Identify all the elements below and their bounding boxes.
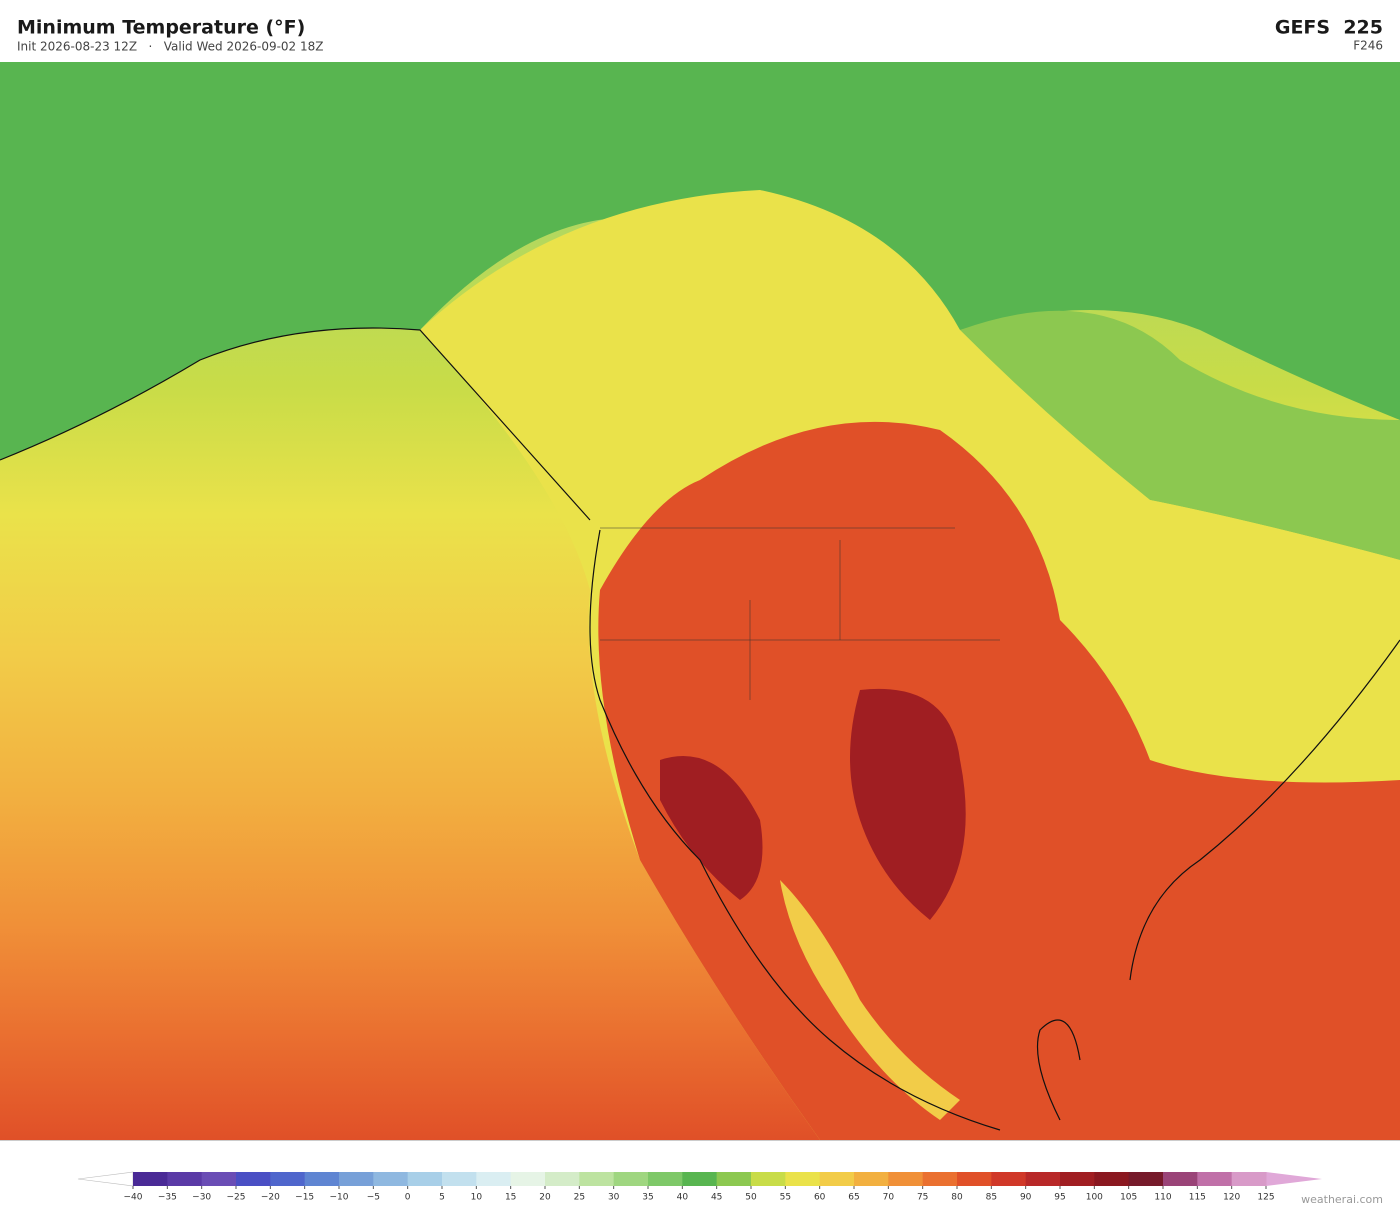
colorbar-swatch [339,1172,374,1186]
colorbar-tick-label: 85 [986,1193,997,1203]
colorbar-swatch [1094,1172,1130,1186]
colorbar-swatch [270,1172,306,1186]
colorbar-swatch [407,1172,443,1186]
colorbar-swatch [1060,1172,1095,1186]
colorbar-swatch [1197,1172,1233,1186]
coastlines [0,327,1400,1131]
colorbar-tick-label: 50 [745,1193,757,1203]
colorbar-swatch [167,1172,203,1186]
model-label: GEFS 225 [1275,17,1383,39]
colorbar-tick-label: 105 [1120,1193,1137,1203]
colorbar-tick-label: 5 [439,1193,445,1203]
colorbar-under [77,1171,134,1187]
colorbar-tick-label: 55 [780,1193,791,1203]
colorbar-swatch [510,1172,546,1186]
colorbar-tick-label: −35 [158,1193,177,1203]
colorbar-swatch [922,1172,958,1186]
colorbar-tick-label: 65 [848,1193,859,1203]
colorbar-tick-label: 60 [814,1193,826,1203]
colorbar-tick-label: 110 [1154,1193,1171,1203]
colorbar-swatch [1231,1172,1267,1186]
colorbar-tick-label: 70 [883,1193,895,1203]
colorbar-swatch [476,1172,512,1186]
colorbar-swatch [236,1172,271,1186]
colorbar-swatch [819,1172,855,1186]
colorbar-tick-label: 95 [1054,1193,1065,1203]
colorbar-tick-label: 90 [1020,1193,1032,1203]
borders [600,527,1000,700]
colorbar-tick-label: −30 [192,1193,211,1203]
colorbar-swatch [545,1172,580,1186]
cold-north [0,62,1400,460]
land-hot [598,421,1400,1140]
colorbar-swatch [751,1172,786,1186]
colorbar-tick-label: −20 [261,1193,280,1203]
colorbar-swatch [1163,1172,1198,1186]
colorbar-swatch [304,1172,340,1186]
colorbar-tick-label: 80 [951,1193,963,1203]
colorbar-swatch [201,1172,237,1186]
colorbar-swatch [648,1172,683,1186]
colorbar-tick-label: −25 [227,1193,246,1203]
colorbar-tick-label: −5 [367,1193,380,1203]
colorbar-tick-label: 20 [539,1193,551,1203]
colorbar-swatch [716,1172,752,1186]
map [0,62,1400,1140]
colorbar-swatch [785,1172,821,1186]
colorbar-tick-label: 30 [608,1193,620,1203]
colorbar-tick-label: 10 [471,1193,483,1203]
colorbar-tick-label: 75 [917,1193,928,1203]
colorbar-swatch [1025,1172,1061,1186]
colorbar-tick-label: 25 [574,1193,585,1203]
colorbar-tick-label: 15 [505,1193,516,1203]
colorbar-swatch [613,1172,649,1186]
colorbar-swatch [682,1172,718,1186]
colorbar-tick-label: −40 [124,1193,143,1203]
colorbar-tick-label: 0 [405,1193,411,1203]
colorbar-swatch [888,1172,924,1186]
colorbar-swatch [854,1172,889,1186]
forecast-hour: F246 [1353,39,1383,53]
colorbar-tick-label: −10 [330,1193,349,1203]
colorbar-swatch [991,1172,1027,1186]
colorbar-tick-label: 40 [677,1193,689,1203]
map-title: Minimum Temperature (°F) [17,17,305,39]
colorbar-tick-label: 45 [711,1193,722,1203]
mexico-highlands [780,880,960,1120]
colorbar-swatch [1128,1172,1164,1186]
hudson-region [960,310,1400,560]
colorbar-tick-label: 125 [1257,1193,1274,1203]
colorbar-swatch [442,1172,477,1186]
colorbar-over [1266,1172,1322,1186]
colorbar-tick-label: −15 [295,1193,314,1203]
colorbar-swatch [579,1172,615,1186]
colorbar: −40 −35 −30 −25 −20 −15 −10 −5 0 5 10 15 20 25 30 35 40 4… [77,1171,1322,1203]
colorbar-tick-label: 100 [1086,1193,1103,1203]
colorbar-tick-label: 115 [1189,1193,1206,1203]
colorbar-tick-label: 120 [1223,1193,1240,1203]
credit: weatherai.com [1301,1193,1383,1206]
colorbar-swatch [373,1172,409,1186]
colorbar-swatch [133,1172,168,1186]
colorbar-tick-label: 35 [642,1193,653,1203]
map-subtitle: Init 2026-08-23 12Z · Valid Wed 2026-09-… [17,40,324,54]
colorbar-swatch [957,1172,992,1186]
land-hottest [660,688,966,920]
